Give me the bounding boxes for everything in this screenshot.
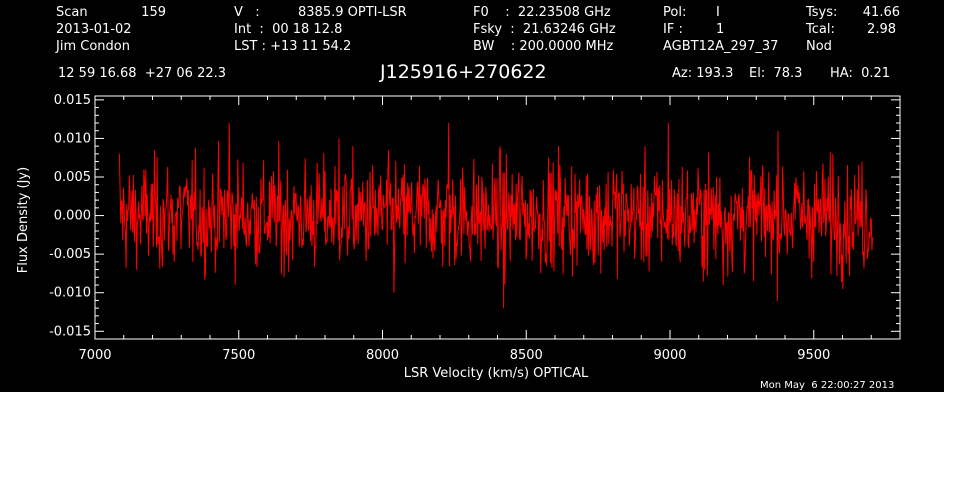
x-tick-label: 7500 xyxy=(222,348,255,363)
rest-frequency: F0 : 22.23508 GHz xyxy=(473,5,611,20)
x-tick-label: 7000 xyxy=(78,348,111,363)
switching-mode: Nod xyxy=(806,39,832,54)
tcal-label: Tcal: xyxy=(806,22,835,37)
scan-number: 159 xyxy=(141,5,166,20)
observer-name: Jim Condon xyxy=(56,39,130,54)
if-value: 1 xyxy=(716,22,725,37)
if-label: IF : xyxy=(663,22,683,37)
y-tick-label: -0.015 xyxy=(49,324,91,339)
velocity-label: V : xyxy=(234,5,260,20)
project-id: AGBT12A_297_37 xyxy=(663,39,779,54)
polarization-value: I xyxy=(716,5,720,20)
axes: 7000 7500 8000 8500 9000 9500 0.015 0.010 0.005 0… xyxy=(49,93,901,363)
y-tick-label: 0.010 xyxy=(54,131,91,146)
hour-angle: HA: 0.21 xyxy=(830,66,891,81)
x-axis-label: LSR Velocity (km/s) OPTICAL xyxy=(404,366,589,381)
y-tick-label: -0.010 xyxy=(49,286,91,301)
scan-label: Scan xyxy=(56,5,88,20)
tsys-value: 41.66 xyxy=(862,5,900,20)
bandwidth: BW : 200.0000 MHz xyxy=(473,39,614,54)
polarization-label: Pol: xyxy=(663,5,687,20)
tcal-value: 2.98 xyxy=(867,22,896,37)
plot-timestamp: Mon May 6 22:00:27 2013 xyxy=(760,380,895,391)
y-tick-label: 0.005 xyxy=(54,170,91,185)
y-tick-label: -0.005 xyxy=(49,247,91,262)
spectrum-chart: 7000 7500 8000 8500 9000 9500 0.015 0.010 0.005 0… xyxy=(16,93,901,381)
spectrum-series-line xyxy=(118,122,874,309)
velocity-value: 8385.9 OPTI-LSR xyxy=(298,5,407,20)
lst-value: LST : +13 11 54.2 xyxy=(234,39,352,54)
observation-date: 2013-01-02 xyxy=(56,22,132,37)
x-tick-label: 8000 xyxy=(366,348,399,363)
y-tick-label: 0.015 xyxy=(54,93,91,108)
source-coordinates: 12 59 16.68 +27 06 22.3 xyxy=(58,66,227,81)
source-name: J125916+270622 xyxy=(380,61,547,83)
tsys-label: Tsys: xyxy=(806,5,838,20)
y-tick-label: 0.000 xyxy=(54,209,91,224)
elevation: El: 78.3 xyxy=(749,66,803,81)
x-tick-label: 9000 xyxy=(653,348,686,363)
y-axis-label: Flux Density (Jy) xyxy=(16,167,31,273)
x-tick-label: 9500 xyxy=(797,348,830,363)
plot-window: Scan 159 2013-01-02 Jim Condon V : 8385.… xyxy=(0,0,944,392)
x-tick-label: 8500 xyxy=(510,348,543,363)
azimuth: Az: 193.3 xyxy=(672,66,734,81)
sky-frequency: Fsky : 21.63246 GHz xyxy=(473,22,616,37)
integration-time: Int : 00 18 12.8 xyxy=(234,22,343,37)
